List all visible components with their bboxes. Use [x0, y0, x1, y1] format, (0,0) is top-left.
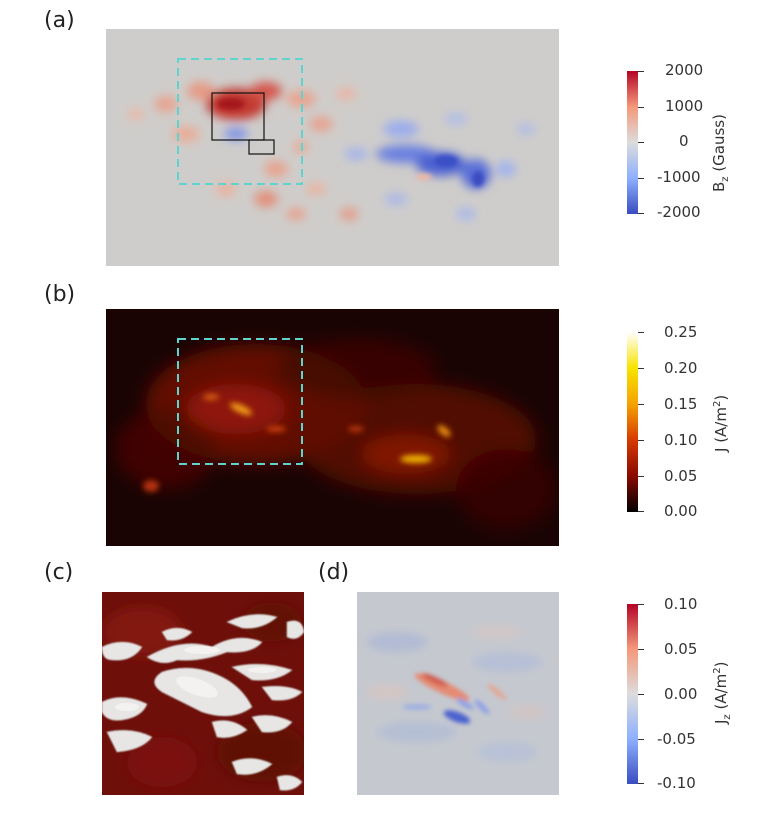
jz-colorbar-title: Jz (A/m2): [712, 661, 733, 724]
j-tick-000: 0.00: [664, 502, 698, 520]
bz-tick-2000: 2000: [665, 61, 704, 79]
jz-tick-005: 0.05: [664, 640, 698, 658]
panel-label-c: (c): [44, 560, 74, 585]
panel-label-d: (d): [318, 560, 350, 585]
j-colorbar-title: J (A/m2): [712, 394, 730, 452]
bz-tick-1000: 1000: [665, 97, 704, 115]
j-tick-015: 0.15: [664, 395, 698, 413]
j-colorbar: [627, 332, 638, 512]
bz-colorbar: [627, 71, 638, 214]
j-tick-025: 0.25: [664, 323, 698, 341]
panel-label-b: (b): [44, 282, 76, 307]
jz-colorbar: [627, 604, 638, 784]
jz-tick-000: 0.00: [664, 685, 698, 703]
j-tick-005: 0.05: [664, 467, 698, 485]
jz-tick-010: 0.10: [664, 595, 698, 613]
jz-image: [357, 592, 559, 795]
jz-tick-neg010: -0.10: [657, 774, 696, 792]
current-density-image: [106, 309, 559, 546]
bz-tick-neg2000: -2000: [657, 203, 701, 221]
bz-tick-neg1000: -1000: [657, 168, 701, 186]
jz-tick-neg005: -0.05: [657, 730, 696, 748]
bz-tick-0: 0: [679, 132, 689, 150]
panel-label-a: (a): [44, 8, 75, 33]
bz-magnetogram-image: [106, 29, 559, 266]
j-tick-020: 0.20: [664, 359, 698, 377]
bz-colorbar-title: Bz (Gauss): [710, 114, 731, 192]
isosurface-3d-image: [102, 592, 304, 795]
j-tick-010: 0.10: [664, 431, 698, 449]
